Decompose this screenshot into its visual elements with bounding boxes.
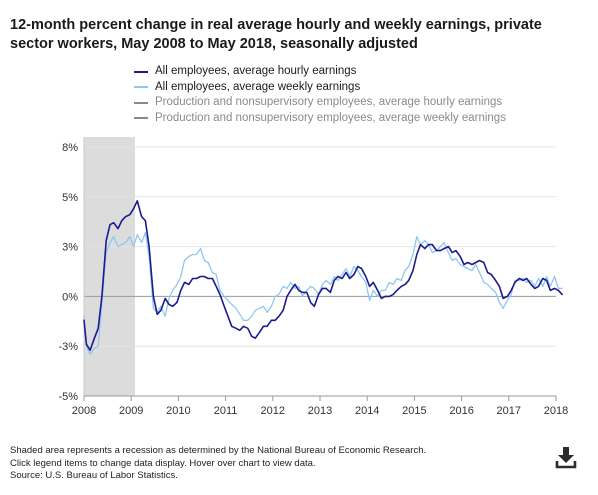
- y-tick-label: 5%: [62, 192, 78, 204]
- x-tick-label: 2011: [214, 405, 238, 417]
- x-tick-label: 2015: [402, 405, 426, 417]
- legend-label-all-weekly: All employees, average weekly earnings: [155, 80, 361, 93]
- axis-layer: -5% -3% 0% 3% 5% 8% 2008 2009 2010 2011 2012 2013 20…: [58, 137, 568, 417]
- footer-source: Source: U.S. Bureau of Labor Statistics.: [10, 470, 178, 481]
- y-tick-label: 8%: [62, 142, 78, 154]
- x-tick-label: 2014: [355, 405, 379, 417]
- legend-label-prod-weekly: Production and nonsupervisory employees,…: [155, 111, 506, 124]
- series-line-all-hourly: [83, 200, 563, 351]
- y-tick-label: 0%: [62, 291, 78, 303]
- x-tick-label: 2012: [261, 405, 285, 417]
- legend-label-prod-hourly: Production and nonsupervisory employees,…: [155, 96, 503, 108]
- x-tick-label: 2013: [308, 405, 332, 417]
- footer-recession-note: Shaded area represents a recession as de…: [10, 445, 427, 456]
- legend-swatch-prod-hourly: [134, 101, 148, 104]
- x-tick-label: 2010: [166, 405, 190, 417]
- legend-swatch-all-hourly: [134, 70, 148, 73]
- y-tick-label: -3%: [58, 341, 78, 353]
- legend-label-all-hourly: All employees, average hourly earnings: [155, 65, 357, 77]
- download-button[interactable]: [555, 446, 577, 470]
- legend-swatch-all-weekly: [134, 86, 148, 89]
- recession-layer: [84, 137, 135, 396]
- legend-swatch-prod-weekly: [134, 117, 148, 120]
- y-tick-label: 3%: [62, 242, 78, 254]
- x-tick-label: 2016: [449, 405, 473, 417]
- legend-item-prod-weekly[interactable]: Production and nonsupervisory employees,…: [134, 111, 506, 127]
- footer-instructions: Click legend items to change data displa…: [10, 457, 316, 469]
- x-tick-label: 2017: [497, 405, 521, 417]
- recession-band: [84, 137, 135, 396]
- y-tick-label: -5%: [58, 391, 78, 403]
- chart-legend: All employees, average hourly earnings A…: [134, 64, 506, 126]
- legend-item-all-weekly[interactable]: All employees, average weekly earnings: [134, 80, 506, 96]
- chart-footer: Shaded area represents a recession as de…: [10, 445, 426, 483]
- legend-item-prod-hourly[interactable]: Production and nonsupervisory employees,…: [134, 95, 506, 111]
- x-tick-label: 2018: [544, 405, 568, 417]
- legend-item-all-hourly[interactable]: All employees, average hourly earnings: [134, 64, 506, 80]
- chart-title: 12-month percent change in real average …: [10, 17, 542, 52]
- series-line-all-weekly: [83, 231, 563, 355]
- x-tick-label: 2008: [72, 405, 96, 417]
- x-tick-label: 2009: [119, 405, 143, 417]
- series-layer: [83, 200, 563, 355]
- line-chart[interactable]: -5% -3% 0% 3% 5% 8% 2008 2009 2010 2011 2012 2013 20…: [0, 0, 598, 440]
- grid-layer: [84, 146, 556, 397]
- download-icon: [555, 447, 577, 469]
